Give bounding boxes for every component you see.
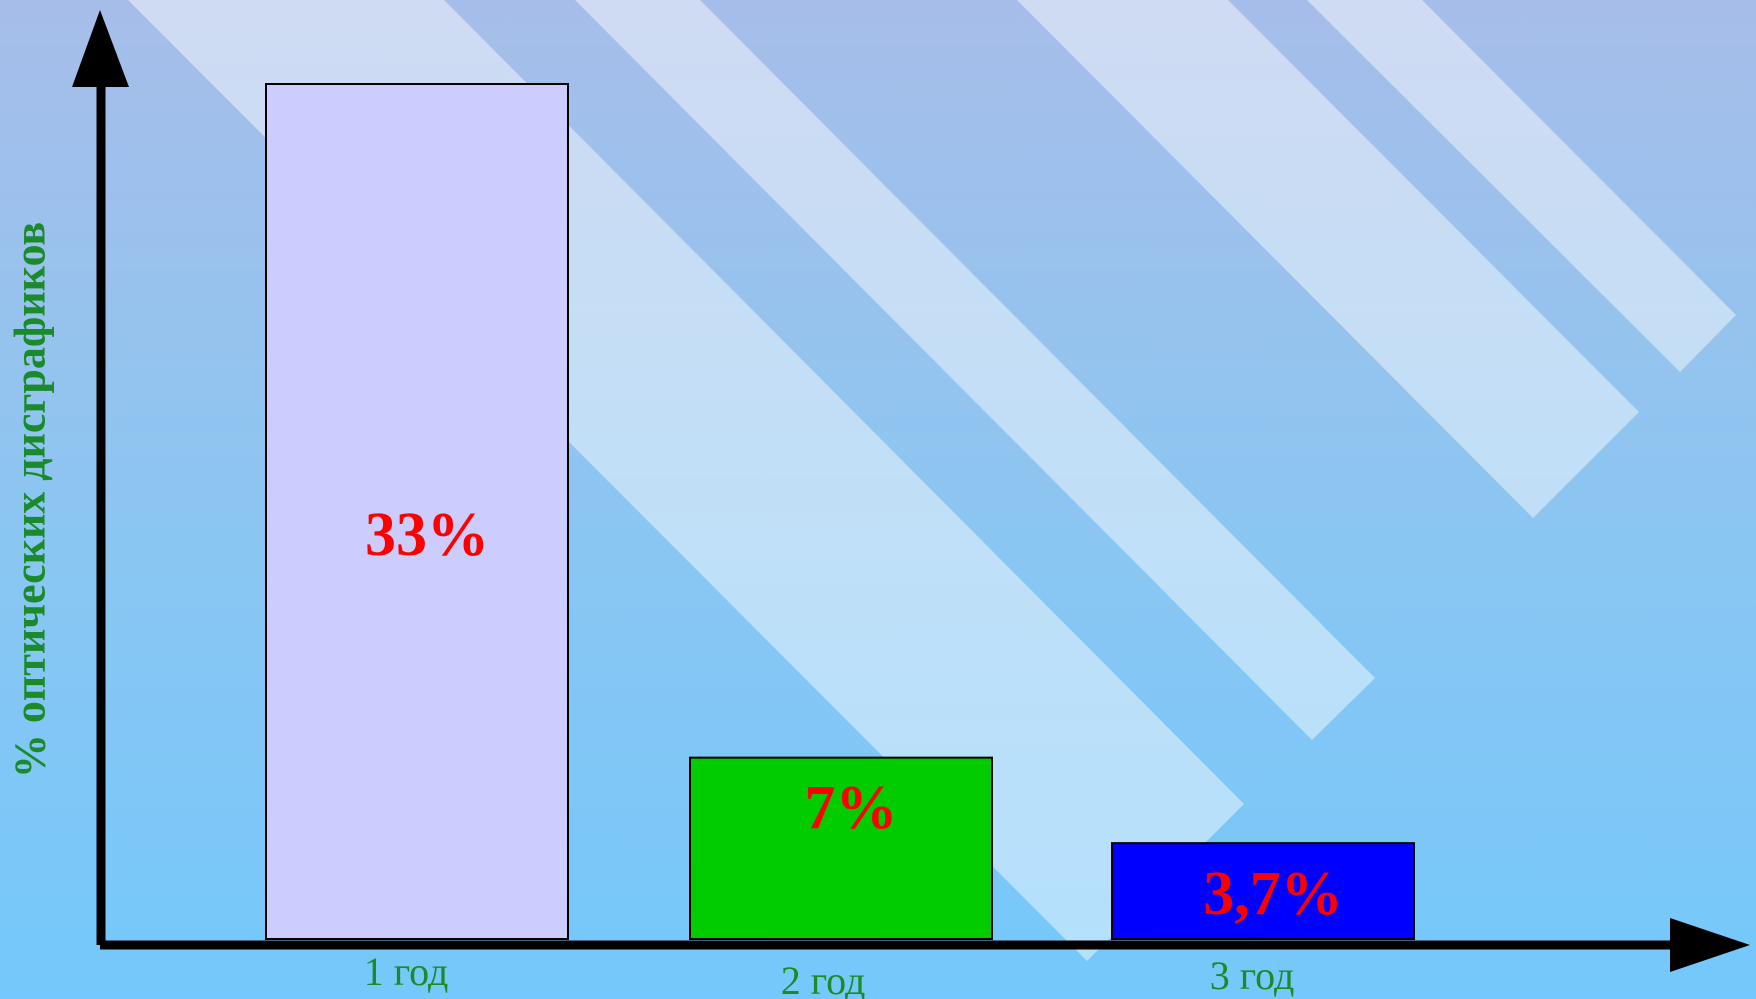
bar-value-label-1: 33% <box>365 501 489 569</box>
x-axis-arrowhead <box>1670 918 1750 972</box>
bar-value-label-3: 3,7% <box>1203 860 1343 928</box>
bar-value-label-2: 7% <box>805 774 898 842</box>
category-label-3: 3 год <box>1210 953 1295 998</box>
background-stripe <box>1307 0 1736 372</box>
background-stripe <box>575 0 1375 740</box>
bars-layer <box>265 83 1415 940</box>
background-stripe <box>1017 0 1639 518</box>
category-label-1: 1 год <box>364 949 449 994</box>
axes <box>72 10 1750 972</box>
category-labels-layer: 1 год 2 год 3 год <box>364 949 1295 999</box>
category-label-2: 2 год <box>781 958 866 999</box>
bar-3 <box>1111 842 1415 940</box>
bar-2 <box>689 756 993 940</box>
y-axis-label: % оптических дисграфиков <box>5 221 55 779</box>
value-labels-layer: 33% 7% 3,7% <box>365 501 1343 928</box>
y-axis-arrowhead <box>72 10 129 87</box>
bar-1 <box>265 83 569 940</box>
